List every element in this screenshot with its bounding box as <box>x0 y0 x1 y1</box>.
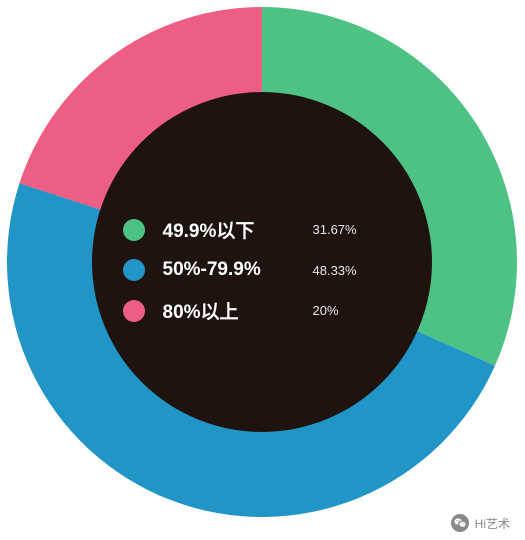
legend-value: 48.33% <box>313 263 357 278</box>
source-label: Hi艺术 <box>475 515 510 532</box>
legend-value: 20% <box>313 303 339 318</box>
swatch-icon <box>123 300 145 322</box>
source-footer: Hi艺术 <box>451 514 510 532</box>
swatch-icon <box>123 219 145 241</box>
swatch-icon <box>123 259 145 281</box>
wechat-icon <box>451 514 469 532</box>
legend-item: 80%以上 20% <box>123 297 403 324</box>
legend-item: 50%-79.9% 48.33% <box>123 259 403 281</box>
legend-item: 49.9%以下 31.67% <box>123 216 403 243</box>
legend: 49.9%以下 31.67% 50%-79.9% 48.33% 80%以上 20… <box>123 200 403 340</box>
legend-value: 31.67% <box>313 222 357 237</box>
legend-label: 50%-79.9% <box>163 259 313 281</box>
legend-label: 49.9%以下 <box>163 216 313 243</box>
legend-label: 80%以上 <box>163 297 313 324</box>
